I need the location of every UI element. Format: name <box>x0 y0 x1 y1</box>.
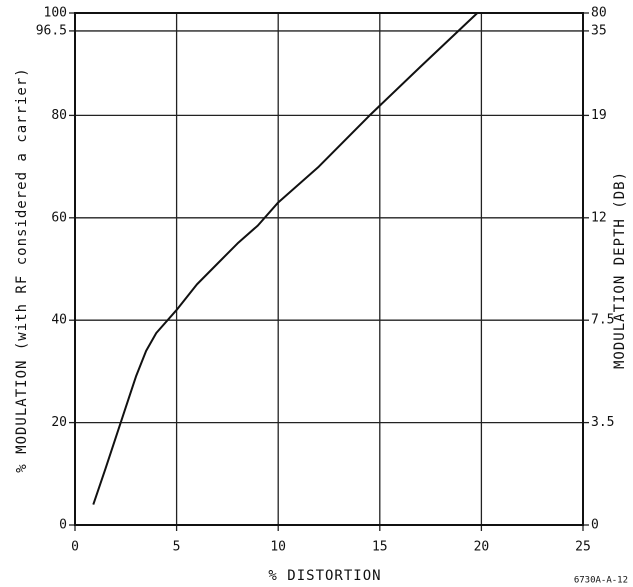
y2-tick-label: 19 <box>591 108 607 123</box>
plot-frame <box>74 12 584 526</box>
footnote: 6730A-A-12 <box>574 576 628 586</box>
y-axis-title: % MODULATION (with RF considered a carri… <box>14 67 30 472</box>
y2-tick-label: 0 <box>591 518 599 533</box>
y2-tick-label: 35 <box>591 23 607 38</box>
x-tick-label: 0 <box>71 540 79 555</box>
y-tick-label: 100 <box>44 6 67 21</box>
y-tick-label: 0 <box>59 518 67 533</box>
data-line <box>92 12 479 505</box>
y-tick-label: 96.5 <box>36 23 67 38</box>
y-tick-label: 80 <box>51 108 67 123</box>
y2-tick-label: 80 <box>591 6 607 21</box>
x-tick-label: 20 <box>474 540 490 555</box>
x-tick-label: 5 <box>173 540 181 555</box>
y-tick-label: 40 <box>51 313 67 328</box>
x-tick-label: 25 <box>575 540 591 555</box>
y2-tick-label: 3.5 <box>591 415 614 430</box>
x-axis-title: % DISTORTION <box>268 568 381 584</box>
y2-tick-label: 7.5 <box>591 313 614 328</box>
y2-axis-title: MODULATION DEPTH (DB) <box>612 171 628 369</box>
y-tick-label: 20 <box>51 415 67 430</box>
x-tick-label: 10 <box>270 540 286 555</box>
x-tick-label: 15 <box>372 540 388 555</box>
y-tick-label: 60 <box>51 210 67 225</box>
y2-tick-label: 12 <box>591 210 607 225</box>
